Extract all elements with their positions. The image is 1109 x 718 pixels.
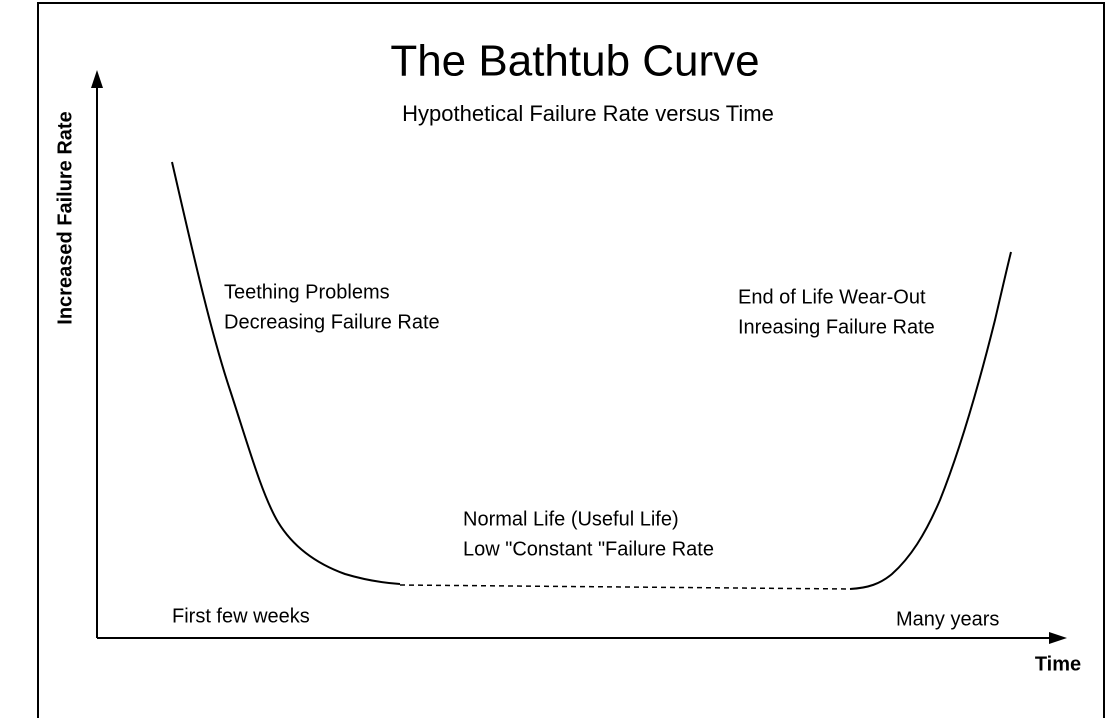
annotation: Decreasing Failure Rate xyxy=(224,311,440,333)
early-curve xyxy=(171,161,401,585)
annotation: Teething Problems xyxy=(224,281,390,303)
normal-life-line xyxy=(399,584,851,590)
x-axis-label: Time xyxy=(1035,653,1081,675)
annotation: Many years xyxy=(896,608,999,630)
annotation: Normal Life (Useful Life) xyxy=(463,508,679,530)
annotation: Low "Constant "Failure Rate xyxy=(463,538,714,560)
frame xyxy=(37,2,1105,718)
y-axis-label: Increased Failure Rate xyxy=(54,111,76,324)
annotation: End of Life Wear-Out xyxy=(738,286,926,308)
annotation: Inreasing Failure Rate xyxy=(738,316,935,338)
annotation: First few weeks xyxy=(172,605,310,627)
subtitle: Hypothetical Failure Rate versus Time xyxy=(402,101,774,126)
wear-out-curve xyxy=(849,251,1012,590)
x-axis-arrow xyxy=(1049,632,1067,644)
title: The Bathtub Curve xyxy=(390,37,759,86)
y-axis-arrow xyxy=(91,70,103,88)
